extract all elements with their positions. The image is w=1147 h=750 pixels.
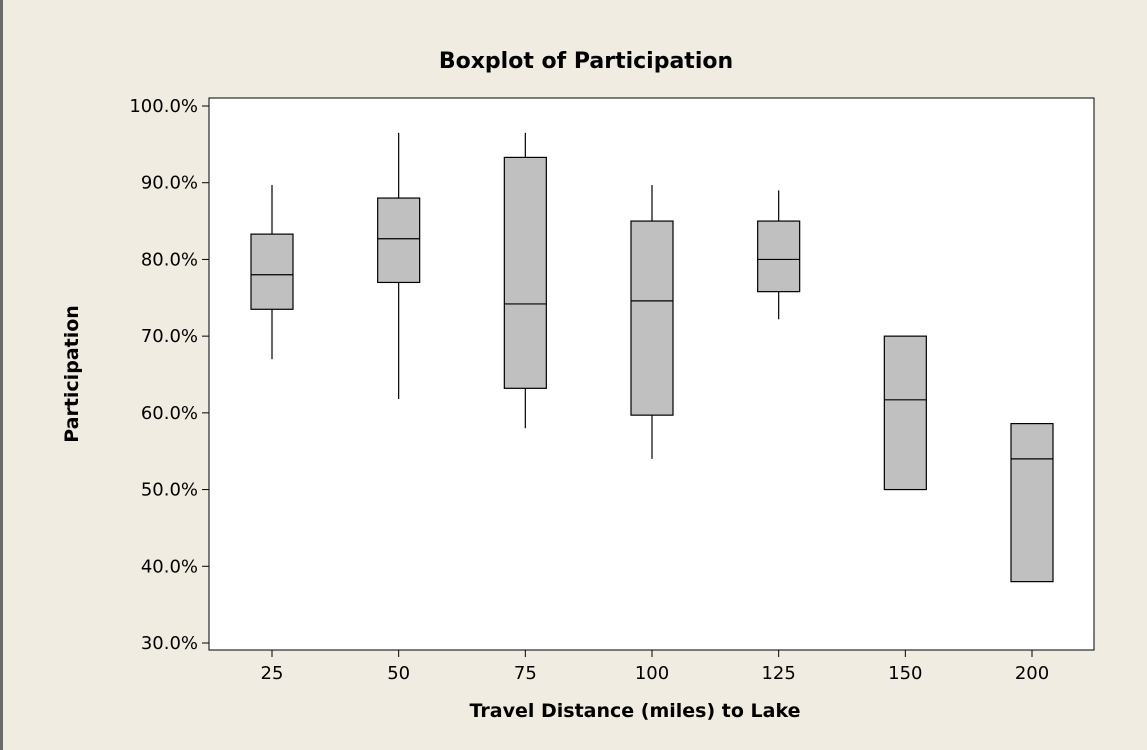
chart-title: Boxplot of Participation [439,49,733,74]
y-tick-label: 80.0% [141,249,198,270]
x-axis: 25 50 75 100 125 150 200 [261,650,1049,684]
iqr-box [377,197,421,284]
iqr-box [630,220,674,416]
x-tick-label: 150 [888,663,922,684]
box-75 [503,132,547,429]
y-tick-label: 60.0% [141,403,198,424]
iqr-box [757,220,801,293]
iqr-box [883,335,927,491]
y-axis-label: Participation [61,305,83,443]
y-tick-label: 50.0% [141,480,198,501]
y-tick-label: 90.0% [141,173,198,194]
x-tick-label: 200 [1015,663,1049,684]
box-125 [757,190,801,320]
iqr-box [503,156,547,389]
y-axis: 30.0% 40.0% 50.0% 60.0% 70.0% 80.0% 90.0% 100.0… [129,96,209,654]
box-50 [377,132,421,400]
x-tick-label: 25 [261,663,284,684]
iqr-box [1010,422,1054,583]
x-tick-label: 100 [635,663,669,684]
x-axis-label: Travel Distance (miles) to Lake [470,700,801,722]
box-100 [630,185,674,459]
boxes-group [250,132,1054,583]
x-tick-label: 125 [761,663,795,684]
x-tick-label: 75 [514,663,537,684]
y-tick-label: 40.0% [141,556,198,577]
y-tick-label: 100.0% [129,96,198,117]
y-tick-label: 70.0% [141,326,198,347]
iqr-box [250,233,294,310]
box-25 [250,185,294,360]
boxplot-chart: Boxplot of Participation Travel Distance… [61,49,1095,722]
box-200 [1010,422,1054,583]
box-150 [883,335,927,491]
x-tick-label: 50 [387,663,410,684]
y-tick-label: 30.0% [141,633,198,654]
